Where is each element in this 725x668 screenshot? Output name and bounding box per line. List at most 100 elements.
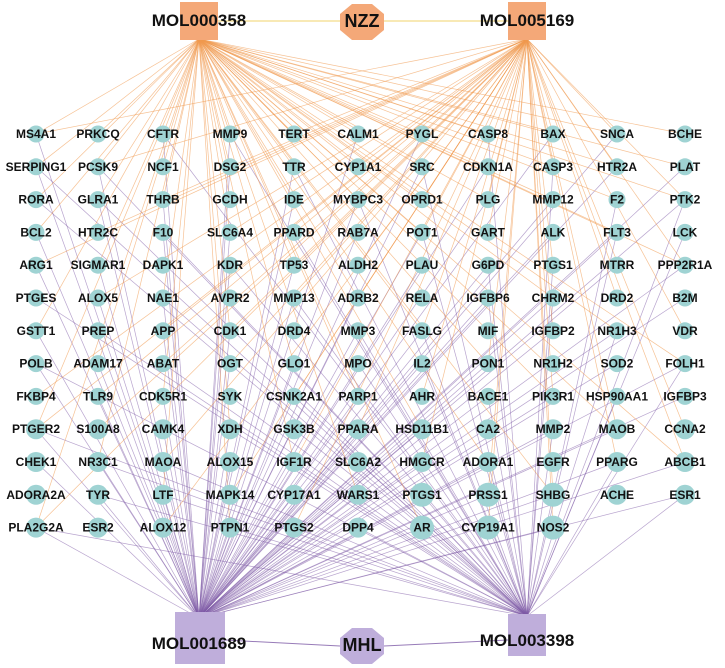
edge-top (229, 38, 528, 168)
edge-bottom (357, 199, 528, 617)
target-node-casp8 (479, 125, 497, 143)
target-node-alox15 (220, 452, 240, 472)
target-label-arg1: ARG1 (19, 258, 53, 272)
target-label-gsk3b: GSK3B (273, 422, 315, 436)
target-label-mmp12: MMP12 (532, 193, 574, 207)
target-node-igf1r (284, 452, 304, 472)
target-node-prkcq (89, 125, 107, 143)
target-node-pot1 (413, 223, 431, 241)
target-node-ar (410, 515, 434, 540)
hub-mol001689-shape (175, 612, 225, 664)
target-label-ppard: PPARD (273, 225, 314, 239)
edge-bottom (198, 494, 359, 619)
edge-top (198, 38, 423, 528)
target-label-kdr: KDR (217, 258, 243, 272)
target-node-rela (413, 289, 431, 307)
edge-top (97, 38, 200, 266)
edge-bottom (198, 363, 686, 619)
edge-bottom (526, 494, 686, 617)
target-node-casp3 (544, 158, 562, 176)
edge-bottom (229, 264, 528, 617)
target-node-f2 (608, 191, 626, 209)
target-label-sod2: SOD2 (601, 357, 634, 371)
target-node-hsd11b1 (412, 419, 432, 440)
target-node-adora1 (478, 452, 498, 472)
edge-top (526, 38, 686, 463)
edge-bottom (35, 330, 200, 619)
edge-top (198, 38, 686, 266)
target-label-ptpn1: PTPN1 (211, 521, 250, 535)
edge-top (162, 38, 528, 528)
target-label-app: APP (151, 324, 176, 338)
edge-top (198, 38, 359, 299)
edge-top (526, 38, 554, 331)
target-label-htr2a: HTR2A (597, 160, 637, 174)
edge-top (526, 38, 554, 528)
target-label-cyp17a1: CYP17A1 (267, 488, 321, 502)
target-label-dsg2: DSG2 (214, 160, 247, 174)
target-label-f10: F10 (153, 225, 174, 239)
edge-bottom (35, 297, 528, 617)
target-label-ptgs2: PTGS2 (274, 521, 314, 535)
edge-bottom (421, 232, 528, 617)
edge-top (229, 38, 528, 495)
target-label-esr1: ESR1 (669, 488, 701, 502)
edge-top (526, 38, 686, 331)
target-label-s100a8: S100A8 (76, 422, 120, 436)
target-node-ltf (153, 484, 173, 505)
edge-top (293, 38, 528, 299)
target-label-csnk2a1: CSNK2A1 (266, 389, 322, 403)
edge-bottom (487, 265, 528, 617)
edge-bottom (526, 396, 618, 617)
target-label-slc6a4: SLC6A4 (207, 225, 253, 239)
target-node-chek1 (26, 452, 46, 472)
edge-bottom (162, 527, 200, 619)
target-label-ide: IDE (284, 193, 304, 207)
target-node-cdk1 (221, 322, 239, 340)
target-label-abat: ABAT (147, 357, 180, 371)
target-label-oprd1: OPRD1 (401, 193, 443, 207)
edge-top (198, 38, 231, 167)
target-label-igfbp2: IGFBP2 (531, 324, 575, 338)
target-node-calm1 (349, 125, 367, 143)
target-node-mif (479, 322, 497, 340)
edge-bottom (162, 494, 200, 619)
edge-top (229, 38, 528, 332)
edge-bottom (97, 330, 528, 617)
edge-top (198, 38, 231, 528)
target-label-wars1: WARS1 (337, 488, 380, 502)
target-node-tert (285, 125, 303, 143)
target-node-s100a8 (88, 419, 108, 440)
edge-top (198, 38, 489, 364)
target-node-nae1 (154, 289, 172, 307)
target-node-ptgs1 (410, 482, 434, 507)
target-label-mmp3: MMP3 (341, 324, 376, 338)
target-node-adam17 (89, 355, 107, 373)
target-node-camk4 (153, 419, 173, 440)
edge-top (198, 38, 231, 331)
target-node-thrb (154, 191, 172, 209)
target-label-drd4: DRD4 (278, 324, 311, 338)
target-label-maob: MAOB (599, 422, 636, 436)
target-label-ccna2: CCNA2 (664, 422, 706, 436)
target-label-nr1h2: NR1H2 (533, 357, 573, 371)
target-label-plau: PLAU (406, 258, 439, 272)
edge-top (526, 38, 618, 463)
target-node-alox5 (89, 289, 107, 307)
target-node-avpr2 (221, 289, 239, 307)
edge-bottom (35, 166, 200, 619)
edge-bottom (198, 133, 554, 619)
target-node-parp1 (349, 387, 367, 405)
edge-top (526, 38, 686, 430)
edge-bottom (35, 428, 528, 617)
target-label-tlr9: TLR9 (83, 389, 113, 403)
target-label-drd2: DRD2 (601, 291, 634, 305)
hub-mol003398-shape (508, 614, 546, 656)
edge-bottom (198, 199, 359, 619)
edge-top (293, 38, 528, 463)
target-label-bcl2: BCL2 (20, 225, 52, 239)
edge-top (162, 38, 528, 364)
edge-bottom (526, 232, 618, 617)
target-node-ptgs2 (284, 517, 304, 538)
